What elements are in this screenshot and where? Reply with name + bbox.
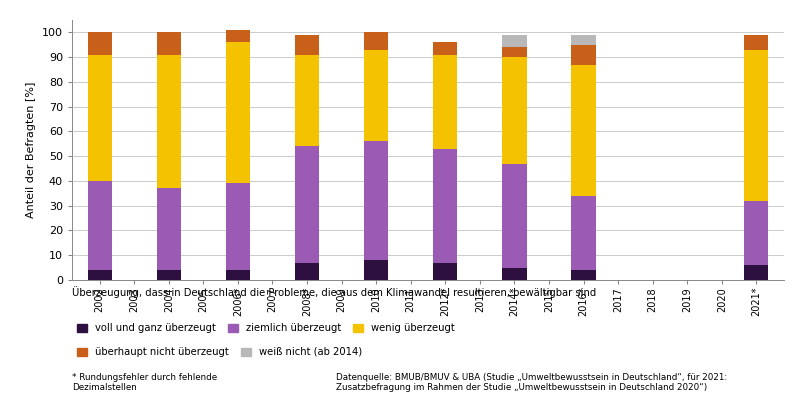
Bar [571,270,596,280]
Bar [295,263,319,280]
Bar [226,42,250,184]
Bar [157,32,181,55]
Bar [295,55,319,146]
Text: Datenquelle: BMUB/BMUV & UBA (Studie „Umweltbewusstsein in Deutschland“, für 202: Datenquelle: BMUB/BMUV & UBA (Studie „Um… [336,373,727,392]
Bar [87,181,112,270]
Legend: voll und ganz überzeugt, ziemlich überzeugt, wenig überzeugt: voll und ganz überzeugt, ziemlich überze… [77,323,455,333]
Bar [226,270,250,280]
Bar [364,260,388,280]
Bar [87,270,112,280]
Bar [433,55,458,149]
Bar [502,268,526,280]
Bar [502,35,526,47]
Bar [502,57,526,164]
Bar [433,263,458,280]
Bar [744,50,769,201]
Bar [744,35,769,50]
Bar [744,201,769,265]
Legend: überhaupt nicht überzeugt, weiß nicht (ab 2014): überhaupt nicht überzeugt, weiß nicht (a… [77,347,362,357]
Text: * Rundungsfehler durch fehlende
Dezimalstellen: * Rundungsfehler durch fehlende Dezimals… [72,373,217,392]
Bar [364,50,388,141]
Bar [571,45,596,64]
Bar [226,30,250,42]
Bar [87,32,112,55]
Bar [364,141,388,260]
Bar [502,164,526,268]
Bar [364,32,388,50]
Bar [433,42,458,55]
Y-axis label: Anteil der Befragten [%]: Anteil der Befragten [%] [26,82,37,218]
Bar [157,55,181,188]
Bar [157,270,181,280]
Bar [744,265,769,280]
Bar [571,196,596,270]
Text: Überzeugung, dass in Deutschland die Probleme, die aus dem Klimawandel resultier: Überzeugung, dass in Deutschland die Pro… [72,286,596,298]
Bar [433,149,458,263]
Bar [157,188,181,270]
Bar [295,146,319,263]
Bar [571,35,596,45]
Bar [87,55,112,181]
Bar [571,64,596,196]
Bar [295,35,319,55]
Bar [226,184,250,270]
Bar [502,47,526,57]
